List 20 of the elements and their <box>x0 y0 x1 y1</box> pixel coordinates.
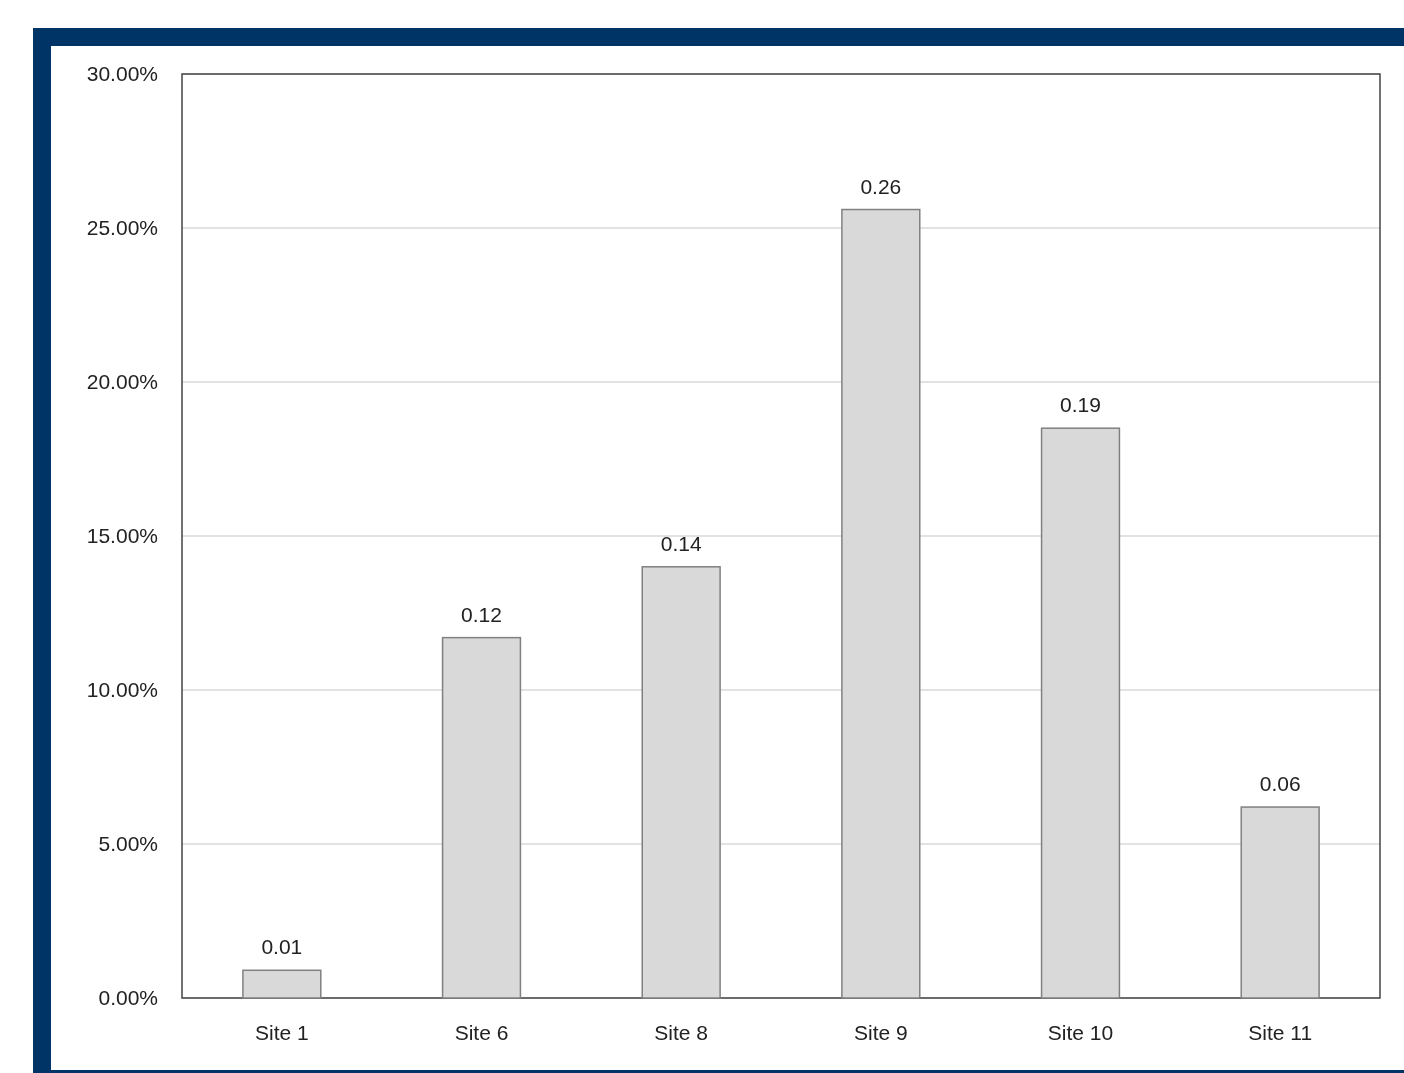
x-tick-label: Site 1 <box>254 1021 309 1044</box>
data-label: 0.26 <box>860 174 902 198</box>
x-tick-label: Site 8 <box>654 1021 709 1044</box>
y-tick-label: 5.00% <box>98 832 158 856</box>
data-label: 0.14 <box>660 531 702 555</box>
x-tick-label: Site 10 <box>1047 1021 1114 1044</box>
y-tick-label: 30.00% <box>86 62 158 86</box>
y-tick-label: 0.00% <box>98 986 158 1010</box>
x-tick-label: Site 9 <box>853 1021 908 1044</box>
data-label: 0.06 <box>1259 772 1301 796</box>
y-tick-label: 10.00% <box>86 678 158 702</box>
data-label: 0.01 <box>261 935 303 959</box>
data-label: 0.19 <box>1060 393 1101 417</box>
bar <box>242 969 322 999</box>
y-tick-label: 20.00% <box>86 370 158 394</box>
y-tick-label: 15.00% <box>86 524 158 548</box>
x-tick-label: Site 6 <box>454 1021 509 1044</box>
x-tick-label: Site 11 <box>1248 1021 1313 1044</box>
data-label: 0.12 <box>461 602 502 626</box>
y-tick-label: 25.00% <box>86 216 158 240</box>
